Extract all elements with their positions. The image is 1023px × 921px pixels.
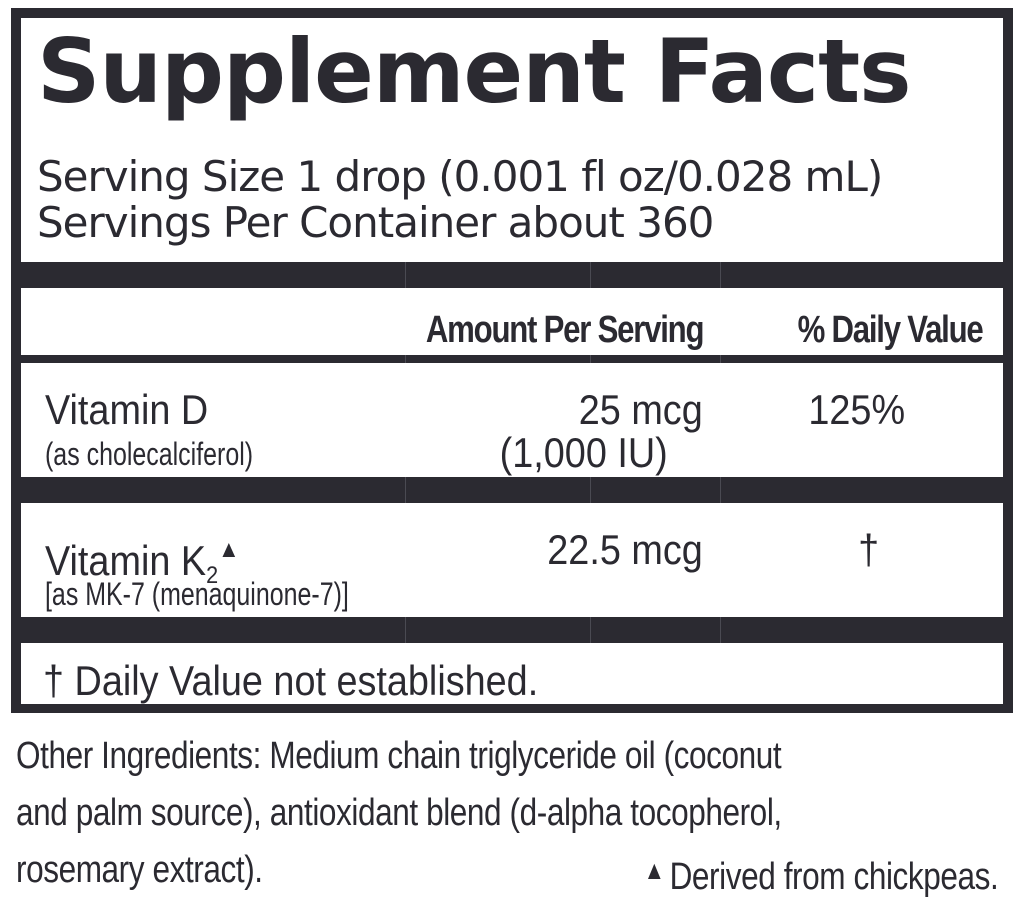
other-ingredients: Other Ingredients: Medium chain triglyce… [16, 728, 1016, 899]
column-header-amount: Amount Per Serving [425, 309, 705, 351]
serving-size: Serving Size 1 drop (0.001 fl oz/0.028 m… [37, 152, 883, 201]
other-ingredients-line: and palm source), antioxidant blend (d-a… [16, 792, 782, 834]
thin-divider [21, 355, 1003, 363]
column-header-daily-value: % Daily Value [798, 309, 984, 351]
other-ingredients-line: rosemary extract). [16, 849, 263, 891]
nutrient-daily-value: 125% [808, 386, 906, 433]
thick-divider [21, 477, 1003, 503]
nutrient-name: Vitamin D [45, 386, 209, 433]
thick-divider [21, 262, 1003, 288]
derived-note-text: Derived from chickpeas. [669, 856, 998, 898]
subscript: 2 [206, 562, 219, 589]
nutrient-source: (as cholecalciferol) [45, 436, 254, 472]
nutrient-name: Vitamin K2▲ [45, 536, 240, 589]
nutrient-amount: 22.5 mcg [547, 526, 703, 573]
triangle-marker-icon: ▲ [643, 855, 665, 885]
panel-title: Supplement Facts [37, 20, 912, 123]
dagger-icon: † [858, 526, 880, 573]
nutrient-amount-iu: (1,000 IU) [499, 429, 668, 476]
other-ingredients-line: Other Ingredients: Medium chain triglyce… [16, 735, 782, 777]
derived-note: ▲ Derived from chickpeas. [643, 842, 998, 906]
nutrient-amount: 25 mcg [579, 386, 703, 433]
servings-per-container: Servings Per Container about 360 [37, 198, 714, 247]
supplement-facts-panel: Supplement Facts Serving Size 1 drop (0.… [11, 8, 1013, 713]
thick-divider [21, 617, 1003, 643]
triangle-marker-icon: ▲ [218, 536, 240, 563]
nutrient-source: [as MK-7 (menaquinone-7)] [45, 576, 349, 612]
footnote-daily-value: † Daily Value not established. [43, 657, 539, 704]
